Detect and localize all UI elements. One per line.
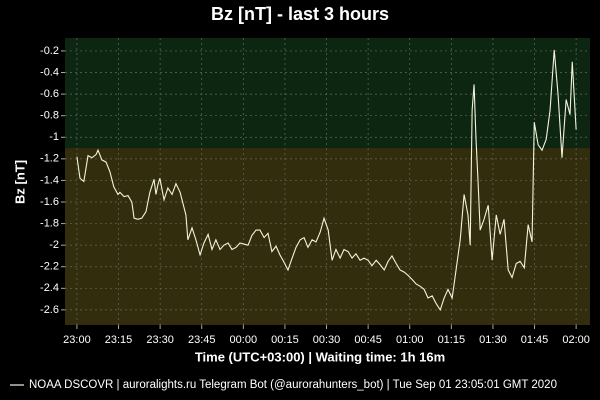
x-tick-label: 01:45 [521, 334, 549, 346]
y-tick-label: -0.4 [40, 66, 59, 78]
y-tick-label: -0.8 [40, 110, 59, 122]
x-tick-label: 02:00 [562, 334, 590, 346]
y-tick-label: -2.6 [40, 304, 59, 316]
y-axis-label: Bz [nT] [12, 160, 27, 204]
x-tick-label: 00:30 [313, 334, 341, 346]
plot [76, 49, 577, 312]
x-tick-label: 23:00 [63, 334, 91, 346]
x-tick-label: 01:00 [396, 334, 424, 346]
y-tick-label: -1 [49, 131, 59, 143]
legend-label: NOAA DSCOVR | auroralights.ru Telegram B… [29, 379, 557, 391]
x-tick-label: 23:45 [188, 334, 216, 346]
band [65, 38, 590, 149]
bands [65, 38, 590, 325]
grid: -0.2 -0.4 -0.6 -0.8 -1 -1.2 -1.4 -1.6 -1.8 -2 -2.2… [40, 38, 590, 346]
y-tick-label: -2.2 [40, 261, 59, 273]
y-tick-label: -1.6 [40, 196, 59, 208]
x-tick-label: 00:00 [230, 334, 258, 346]
y-tick-label: -2.4 [40, 282, 59, 294]
y-tick-label: -1.8 [40, 217, 59, 229]
band [65, 148, 590, 325]
y-tick-label: -2 [49, 239, 59, 251]
x-tick-label: 23:30 [146, 334, 174, 346]
y-tick-label: -0.2 [40, 45, 59, 57]
x-tick-label: 01:15 [438, 334, 466, 346]
chart-title: Bz [nT] - last 3 hours [211, 4, 389, 24]
x-tick-label: 01:30 [479, 334, 507, 346]
x-axis-label: Time (UTC+03:00) | Waiting time: 1h 16m [195, 349, 445, 364]
x-tick-label: 00:15 [271, 334, 299, 346]
y-tick-label: -1.4 [40, 174, 59, 186]
x-tick-label: 23:15 [105, 334, 133, 346]
y-tick-label: -0.6 [40, 88, 59, 100]
x-tick-label: 00:45 [354, 334, 382, 346]
data-line [76, 49, 577, 312]
y-tick-label: -1.2 [40, 153, 59, 165]
